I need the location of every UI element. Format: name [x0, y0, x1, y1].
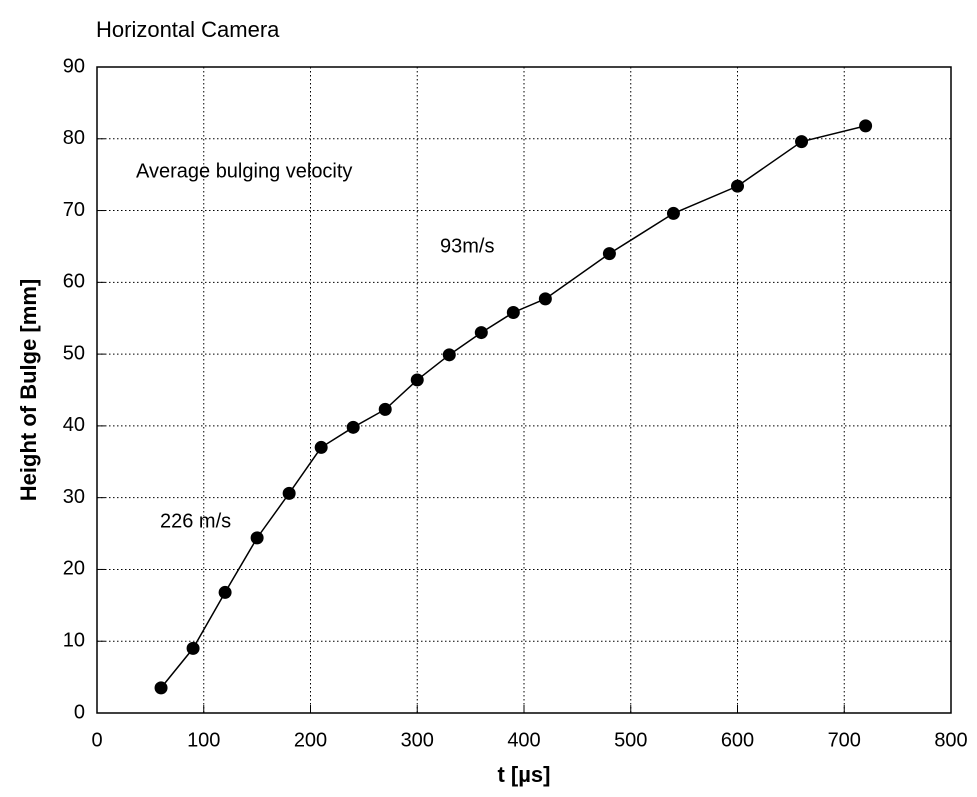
data-point [378, 402, 392, 416]
x-tick-label: 300 [401, 729, 434, 751]
y-tick-label: 60 [63, 271, 85, 293]
y-tick-label: 80 [63, 127, 85, 149]
annotation: 93m/s [440, 235, 494, 257]
x-tick-label: 200 [294, 729, 327, 751]
y-tick-label: 20 [63, 558, 85, 580]
data-point [859, 119, 873, 133]
data-point [538, 292, 552, 306]
data-point [731, 179, 744, 193]
x-tick-label: 0 [91, 729, 102, 751]
y-tick-label: 70 [63, 199, 85, 221]
y-axis-label: Height of Bulge [mm] [16, 279, 41, 501]
x-tick-label: 800 [934, 729, 967, 751]
data-point [666, 206, 680, 220]
data-point [186, 641, 200, 655]
x-axis-label: t [µs] [497, 762, 550, 787]
y-tick-label: 90 [63, 55, 85, 77]
series-line [160, 125, 866, 689]
y-tick-label: 40 [63, 414, 85, 436]
data-point [506, 305, 520, 319]
data-point [795, 135, 809, 149]
data-point [250, 531, 264, 545]
y-tick-label: 0 [74, 701, 85, 723]
data-point [410, 373, 424, 387]
x-tick-label: 700 [828, 729, 861, 751]
data-point [602, 247, 616, 261]
data-point [218, 585, 232, 599]
data-point [314, 440, 328, 454]
y-tick-label: 10 [63, 630, 85, 652]
x-tick-label: 400 [507, 729, 540, 751]
x-tick-label: 500 [614, 729, 647, 751]
y-tick-label: 50 [63, 342, 85, 364]
data-point [346, 420, 360, 434]
y-tick-label: 30 [63, 486, 85, 508]
plot-frame [96, 66, 952, 714]
x-tick-label: 600 [721, 729, 754, 751]
annotation: 226 m/s [160, 510, 231, 532]
chart-title: Horizontal Camera [96, 17, 280, 42]
data-point [282, 486, 296, 500]
data-point [154, 681, 168, 695]
data-point [442, 348, 456, 362]
data-point [474, 326, 488, 340]
annotation: Average bulging velocity [136, 160, 352, 182]
x-tick-label: 100 [187, 729, 220, 751]
